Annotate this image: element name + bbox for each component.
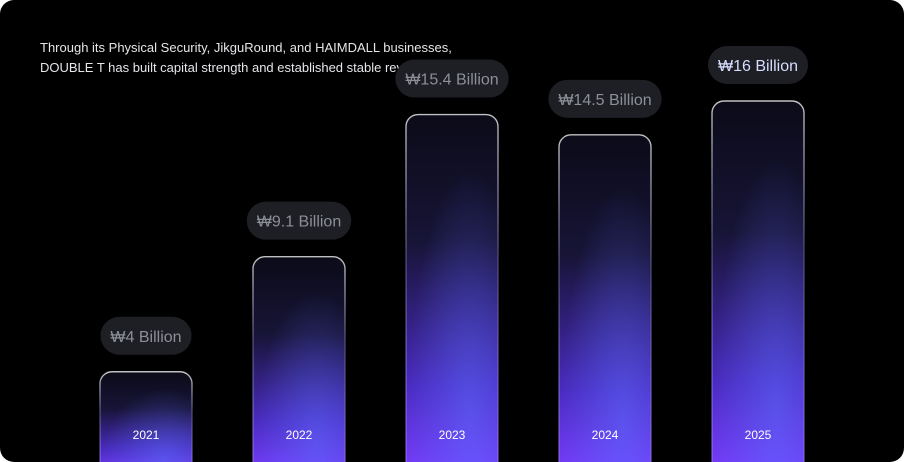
year-label-2024: 2024 — [592, 428, 619, 442]
intro-line-1: Through its Physical Security, JikguRoun… — [40, 40, 452, 55]
year-label-2021: 2021 — [133, 428, 160, 442]
value-pill-2024 — [548, 79, 662, 118]
value-pill-2025 — [707, 46, 809, 84]
bar-glow-2021 — [101, 372, 191, 462]
bar-glow-2024 — [560, 135, 650, 462]
intro-line-2: DOUBLE T has built capital strength and … — [40, 60, 486, 75]
value-label-2022: ₩9.1 Billion — [257, 214, 341, 231]
value-pill-2021 — [100, 316, 192, 355]
value-label-2021: ₩4 Billion — [110, 329, 181, 346]
value-label-2025: ₩16 Billion — [718, 58, 798, 75]
value-pill-2023 — [395, 59, 509, 98]
year-label-2025: 2025 — [745, 428, 772, 442]
bar-group-2022: 2022 ₩9.1 Billion — [246, 201, 352, 462]
bar-glow-2023 — [407, 115, 497, 462]
bar-group-2025: 2025 ₩16 Billion — [707, 46, 809, 462]
year-label-2022: 2022 — [286, 428, 313, 442]
bar-glow-2025 — [713, 102, 803, 462]
value-label-2023: ₩15.4 Billion — [405, 72, 498, 89]
bar-group-2024: 2024 ₩14.5 Billion — [548, 79, 662, 462]
bar-group-2021: 2021 ₩4 Billion — [99, 316, 193, 462]
bar-glow-2022 — [254, 257, 344, 462]
value-pill-2022 — [246, 201, 352, 240]
year-label-2023: 2023 — [439, 428, 466, 442]
value-label-2024: ₩14.5 Billion — [558, 92, 651, 109]
intro-text: Through its Physical Security, JikguRoun… — [40, 38, 600, 78]
bar-group-2023: 2023 ₩15.4 Billion — [395, 59, 509, 462]
